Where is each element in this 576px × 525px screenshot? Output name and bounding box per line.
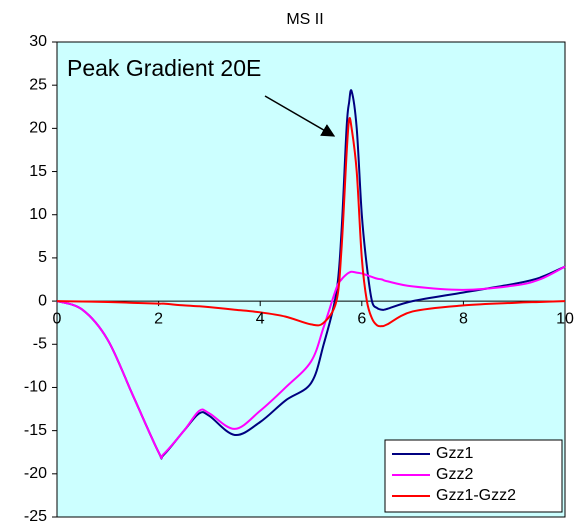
y-tick-label: 20 (29, 120, 47, 137)
legend-label: Gzz1-Gzz2 (436, 487, 516, 504)
legend-label: Gzz2 (436, 466, 473, 483)
y-tick-label: -15 (24, 422, 47, 439)
x-tick-label: 0 (53, 310, 62, 327)
x-tick-label: 8 (459, 310, 468, 327)
y-tick-label: -5 (33, 335, 47, 352)
y-tick-label: -10 (24, 379, 47, 396)
series-line (56, 265, 566, 460)
y-tick-label: 15 (29, 163, 47, 180)
legend-label: Gzz1 (436, 445, 473, 462)
y-tick-label: 10 (29, 206, 47, 223)
y-tick-label: 30 (29, 33, 47, 50)
plot-area (56, 41, 566, 518)
chart-title: MS II (286, 11, 323, 28)
x-tick-label: 10 (556, 310, 574, 327)
legend (384, 439, 563, 513)
y-tick-label: -20 (24, 465, 47, 482)
y-tick-label: -25 (24, 508, 47, 525)
x-tick-label: 6 (357, 310, 366, 327)
annotation-arrow (264, 95, 336, 137)
y-tick-label: 5 (38, 249, 47, 266)
x-tick-label: 4 (256, 310, 265, 327)
x-tick-label: 2 (154, 310, 163, 327)
y-tick-label: 25 (29, 76, 47, 93)
series-line (56, 117, 566, 328)
annotation: Peak Gradient 20E (67, 55, 261, 81)
y-tick-label: 0 (38, 292, 47, 309)
